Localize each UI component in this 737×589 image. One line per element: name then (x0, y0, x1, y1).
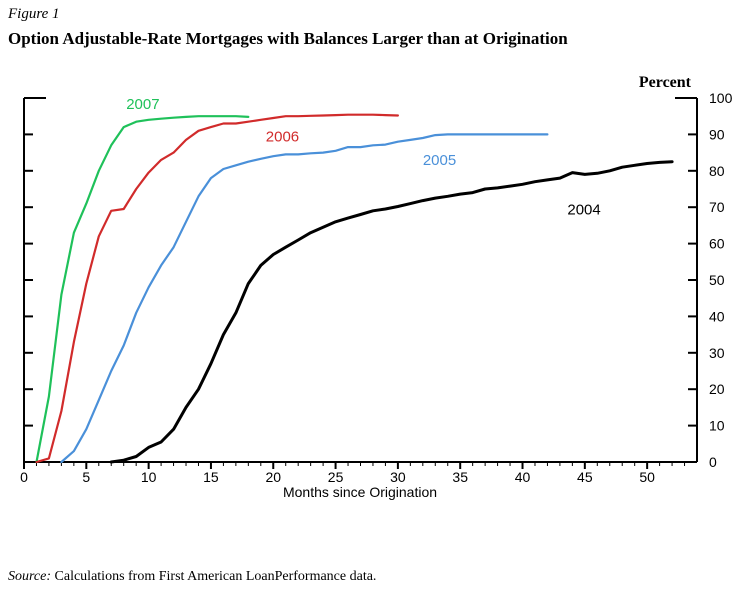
source-label: Source: (8, 569, 52, 584)
chart-series-labels: 2007 2006 2005 2004 (126, 96, 601, 219)
series-line-2005 (60, 133, 549, 464)
y-axis-unit-label: Percent (639, 74, 692, 91)
x-tick-label: 40 (515, 469, 531, 485)
series-label-2007: 2007 (126, 96, 159, 113)
x-axis-title: Months since Origination (283, 484, 437, 500)
x-tick-label: 15 (203, 469, 219, 485)
y-tick-label: 10 (709, 418, 725, 434)
y-tick-label: 40 (709, 308, 725, 324)
series-label-2006: 2006 (266, 129, 299, 146)
y-tick-label: 30 (709, 345, 725, 361)
y-tick-label: 80 (709, 163, 725, 179)
x-tick-label: 10 (141, 469, 157, 485)
y-tick-label: 60 (709, 236, 725, 252)
series-line-2006 (35, 113, 399, 464)
figure-label: Figure 1 (8, 6, 60, 22)
x-tick-label: 20 (265, 469, 281, 485)
x-tick-label: 50 (639, 469, 655, 485)
y-tick-label: 70 (709, 199, 725, 215)
x-tick-label: 25 (328, 469, 344, 485)
x-tick-label: 30 (390, 469, 406, 485)
y-tick-label: 0 (709, 454, 717, 470)
source-note: Source: Calculations from First American… (8, 569, 376, 585)
x-tick-label: 35 (452, 469, 468, 485)
y-tick-label: 90 (709, 126, 725, 142)
series-line-2007 (35, 115, 250, 464)
figure-title: Option Adjustable-Rate Mortgages with Ba… (8, 29, 568, 48)
y-tick-label: 50 (709, 272, 725, 288)
series-line-2004 (109, 160, 674, 464)
x-tick-label: 45 (577, 469, 593, 485)
line-chart: 0 10 20 30 40 50 60 70 80 90 100 0 5 10 15 20 25 30 35 40 45… (20, 74, 732, 500)
chart-axes: 0 10 20 30 40 50 60 70 80 90 100 0 5 10 15 20 25 30 35 40 45… (20, 90, 732, 485)
y-tick-label: 100 (709, 90, 733, 106)
series-label-2004: 2004 (567, 201, 600, 218)
x-tick-label: 5 (82, 469, 90, 485)
chart-series (35, 113, 674, 464)
x-tick-label: 0 (20, 469, 28, 485)
series-label-2005: 2005 (423, 152, 456, 169)
y-tick-label: 20 (709, 381, 725, 397)
source-text: Calculations from First American LoanPer… (54, 569, 377, 584)
